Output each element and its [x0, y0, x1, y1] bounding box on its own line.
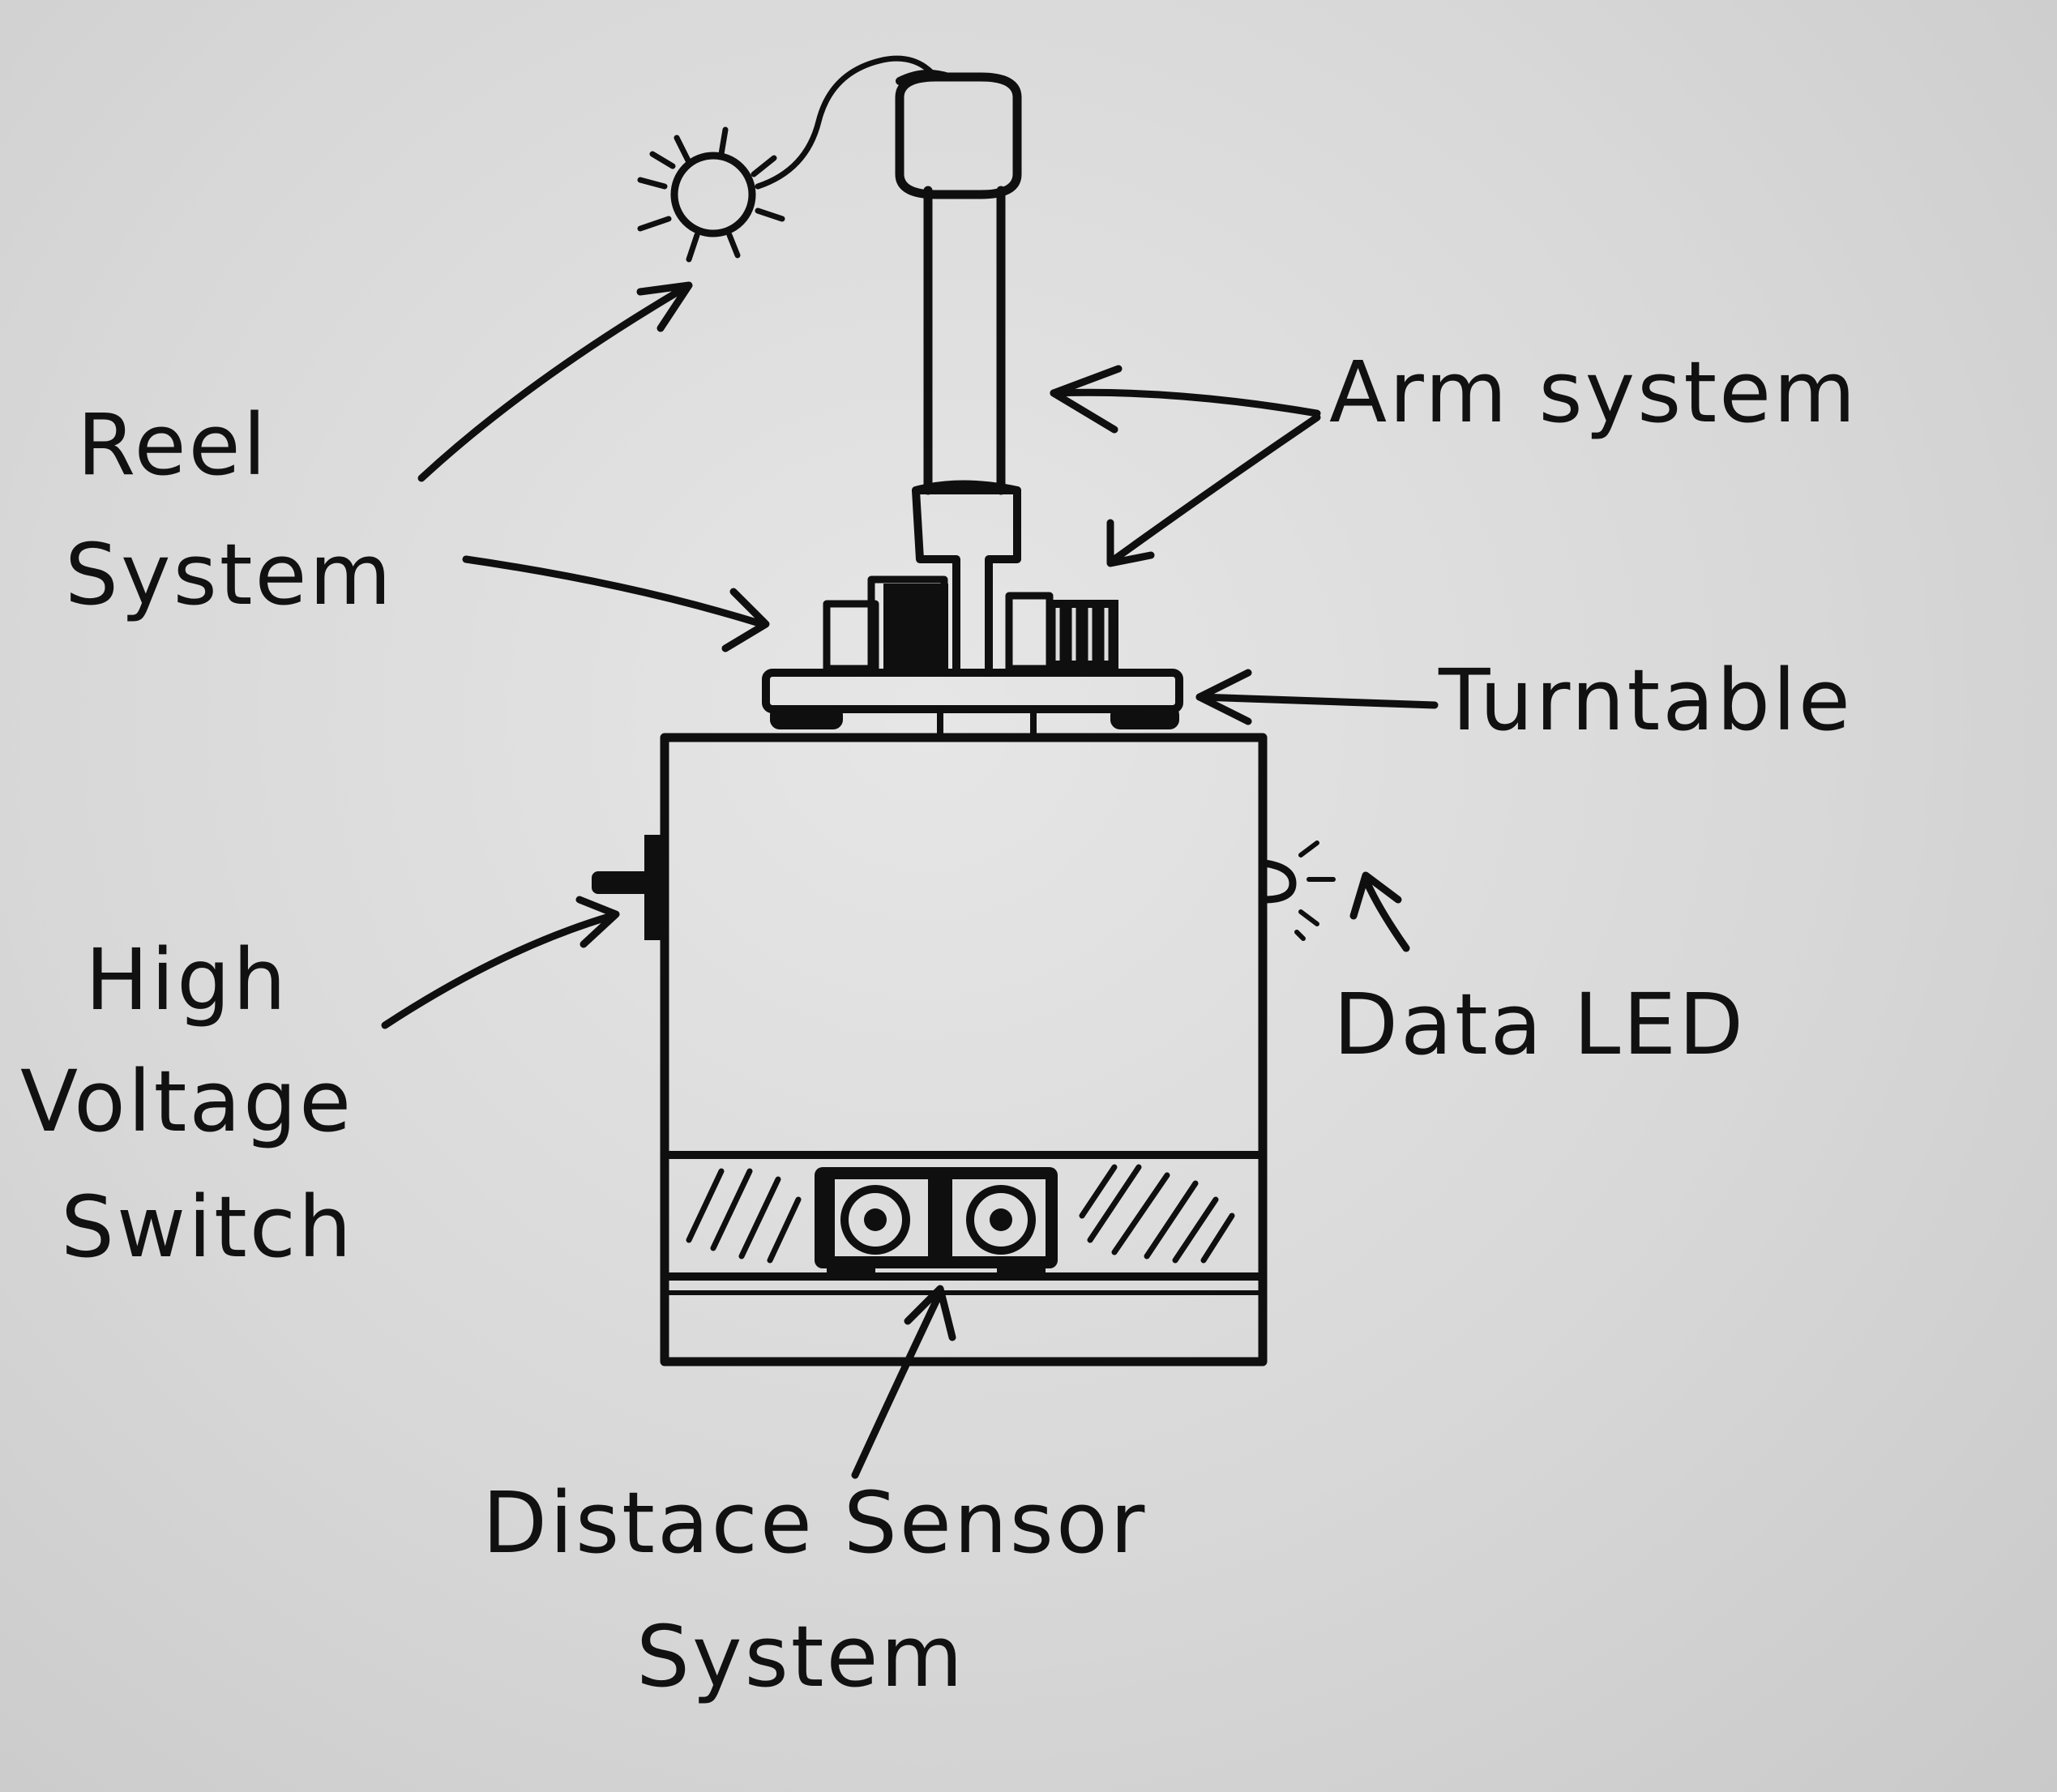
arrow-reel-to-spool: [417, 281, 693, 482]
arrow-arm-lower: [1106, 413, 1321, 567]
label-distance-line1: Distace Sensor: [482, 1473, 1147, 1572]
arm-icon: [895, 70, 1022, 677]
sensor-window-hatching: [686, 1164, 1235, 1264]
reel-spool-icon: [637, 55, 935, 263]
arrow-arm-upper: [1050, 365, 1321, 434]
label-distance-line2: System: [636, 1607, 965, 1706]
high-voltage-switch-icon: [592, 835, 661, 940]
label-data-led: Data LED: [1333, 975, 1746, 1074]
label-arm-system: Arm system: [1329, 343, 1858, 442]
distance-sensor-icon: [815, 1167, 1058, 1279]
label-hv-line3: Switch: [61, 1178, 354, 1277]
arrow-reel-to-block: [462, 555, 770, 652]
label-reel-line1: Reel: [77, 396, 268, 494]
label-reel-line2: System: [65, 525, 394, 624]
arrow-hv-switch: [381, 896, 620, 1029]
label-hv-line1: High: [85, 930, 289, 1029]
data-led-icon: [1260, 840, 1336, 941]
reel-system-block: [823, 575, 1118, 677]
label-hv-line2: Voltage: [20, 1052, 353, 1151]
arrow-turntable: [1195, 669, 1439, 725]
base-box: [660, 733, 1268, 1366]
turntable-icon: [762, 669, 1183, 737]
label-turntable: Turntable: [1438, 651, 1853, 750]
arrow-data-led: [1349, 871, 1410, 952]
arrow-distance-sensor: [851, 1285, 956, 1479]
